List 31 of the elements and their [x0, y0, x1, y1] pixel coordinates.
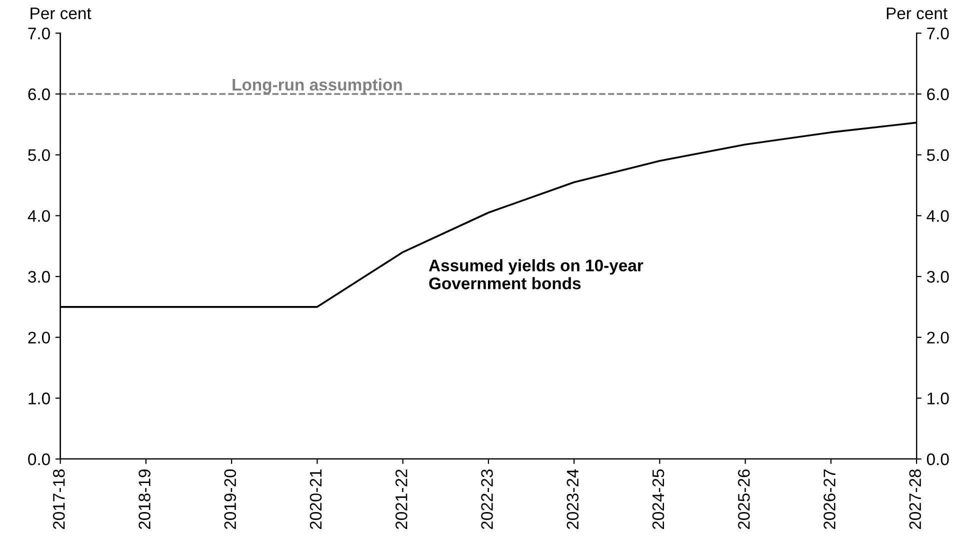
- y-tick-label: 5.0: [28, 149, 50, 162]
- annotation: Assumed yields on 10-year Government bonds: [428, 259, 644, 290]
- y2-tick-label: 2.0: [927, 332, 949, 344]
- x-tick-label: 2018-19: [138, 469, 150, 530]
- y-tick-label: 1.0: [28, 392, 50, 404]
- y-tick-label: 4.0: [28, 210, 50, 222]
- x-tick-label: 2025-26: [738, 469, 750, 530]
- y-tick-label: 3.0: [28, 270, 50, 283]
- y2-tick-label: 4.0: [926, 210, 949, 222]
- x-tick-label: 2024-25: [652, 469, 664, 530]
- y2-axis-title: Per cent: [886, 8, 948, 20]
- y-tick-label: 0.0: [28, 453, 50, 466]
- y2-tick-label: 0.0: [926, 453, 949, 466]
- x-tick-label: 2017-18: [53, 469, 65, 530]
- ref-line-label: Long-run assumption: [232, 78, 402, 94]
- y2-tick-label: 7.0: [927, 28, 949, 40]
- x-tick-label: 2019-20: [224, 469, 236, 530]
- y2-tick-label: 5.0: [926, 149, 949, 162]
- y2-tick-label: 3.0: [926, 270, 949, 283]
- x-tick-label: 2021-22: [395, 470, 408, 530]
- x-tick-label: 2026-27: [824, 470, 836, 530]
- y-tick-label: 6.0: [28, 88, 50, 100]
- x-tick-label: 2022-23: [481, 469, 493, 530]
- y2-tick-label: 6.0: [927, 88, 949, 100]
- y-tick-label: 7.0: [28, 28, 50, 40]
- y-axis-title: Per cent: [30, 8, 92, 20]
- x-tick-label: 2027-28: [909, 469, 922, 530]
- x-tick-label: 2020-21: [310, 470, 322, 530]
- y-tick-label: 2.0: [28, 332, 50, 344]
- y2-tick-label: 1.0: [928, 392, 949, 404]
- x-tick-label: 2023-24: [566, 469, 579, 530]
